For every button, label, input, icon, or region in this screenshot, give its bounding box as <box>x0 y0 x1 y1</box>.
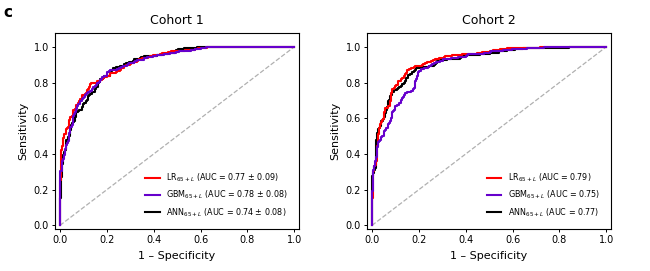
Legend: LR$_{65+L}$ (AUC = 0.77 ± 0.09), GBM$_{65+L}$ (AUC = 0.78 ± 0.08), ANN$_{65+L}$ : LR$_{65+L}$ (AUC = 0.77 ± 0.09), GBM$_{6… <box>143 169 290 221</box>
Title: Cohort 1: Cohort 1 <box>150 14 204 27</box>
X-axis label: 1 – Specificity: 1 – Specificity <box>450 251 528 261</box>
Text: c: c <box>3 5 12 20</box>
X-axis label: 1 – Specificity: 1 – Specificity <box>138 251 216 261</box>
Y-axis label: Sensitivity: Sensitivity <box>18 102 28 160</box>
Legend: LR$_{65+L}$ (AUC = 0.79), GBM$_{65+L}$ (AUC = 0.75), ANN$_{65+L}$ (AUC = 0.77): LR$_{65+L}$ (AUC = 0.79), GBM$_{65+L}$ (… <box>484 169 602 221</box>
Y-axis label: Sensitivity: Sensitivity <box>330 102 340 160</box>
Title: Cohort 2: Cohort 2 <box>462 14 516 27</box>
